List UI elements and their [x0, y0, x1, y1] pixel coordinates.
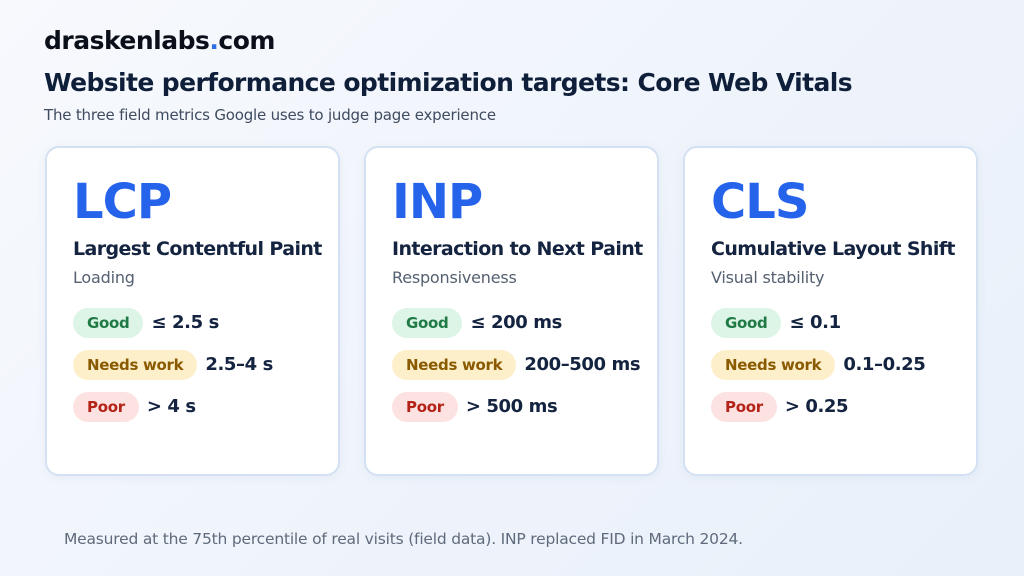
metric-name: Interaction to Next Paint	[392, 238, 643, 260]
good-badge: Good	[711, 308, 782, 338]
good-badge: Good	[73, 308, 144, 338]
metric-abbr: LCP	[73, 174, 172, 230]
threshold-needs-work: Needs work 0.1–0.25	[711, 350, 961, 380]
card-cls: CLS Cumulative Layout Shift Visual stabi…	[683, 146, 978, 476]
threshold-value: 200–500 ms	[524, 354, 641, 375]
metric-category: Visual stability	[711, 268, 825, 287]
threshold-value: ≤ 2.5 s	[151, 312, 219, 333]
metric-abbr: CLS	[711, 174, 809, 230]
threshold-value: ≤ 0.1	[789, 312, 841, 333]
brand-tld: com	[218, 26, 275, 55]
poor-badge: Poor	[73, 392, 139, 422]
poor-badge: Poor	[711, 392, 777, 422]
threshold-value: > 0.25	[784, 396, 849, 417]
threshold-good: Good ≤ 200 ms	[392, 308, 642, 338]
metric-name: Largest Contentful Paint	[73, 238, 322, 260]
threshold-needs-work: Needs work 200–500 ms	[392, 350, 642, 380]
footnote: Measured at the 75th percentile of real …	[64, 530, 743, 548]
needs-work-badge: Needs work	[392, 350, 517, 380]
threshold-poor: Poor > 500 ms	[392, 392, 642, 422]
threshold-value: > 4 s	[146, 396, 196, 417]
threshold-poor: Poor > 4 s	[73, 392, 323, 422]
threshold-value: 2.5–4 s	[205, 354, 273, 375]
needs-work-badge: Needs work	[711, 350, 836, 380]
card-inp: INP Interaction to Next Paint Responsive…	[364, 146, 659, 476]
threshold-list: Good ≤ 2.5 s Needs work 2.5–4 s Poor > 4 s	[73, 308, 323, 434]
threshold-list: Good ≤ 0.1 Needs work 0.1–0.25 Poor > 0.25	[711, 308, 961, 434]
threshold-good: Good ≤ 0.1	[711, 308, 961, 338]
page-title: Website performance optimization targets…	[44, 68, 853, 97]
metric-category: Loading	[73, 268, 135, 287]
brand-name: draskenlabs	[44, 26, 210, 55]
threshold-poor: Poor > 0.25	[711, 392, 961, 422]
threshold-needs-work: Needs work 2.5–4 s	[73, 350, 323, 380]
brand-logo: draskenlabs.com	[44, 26, 275, 55]
metric-abbr: INP	[392, 174, 483, 230]
threshold-list: Good ≤ 200 ms Needs work 200–500 ms Poor > …	[392, 308, 642, 434]
threshold-good: Good ≤ 2.5 s	[73, 308, 323, 338]
needs-work-badge: Needs work	[73, 350, 198, 380]
poor-badge: Poor	[392, 392, 458, 422]
brand-dot: .	[209, 26, 219, 55]
threshold-value: > 500 ms	[465, 396, 558, 417]
page-subtitle: The three field metrics Google uses to j…	[44, 106, 496, 124]
threshold-value: 0.1–0.25	[843, 354, 926, 375]
threshold-value: ≤ 200 ms	[470, 312, 562, 333]
good-badge: Good	[392, 308, 463, 338]
metric-category: Responsiveness	[392, 268, 517, 287]
card-lcp: LCP Largest Contentful Paint Loading Goo…	[45, 146, 340, 476]
metric-name: Cumulative Layout Shift	[711, 238, 955, 260]
